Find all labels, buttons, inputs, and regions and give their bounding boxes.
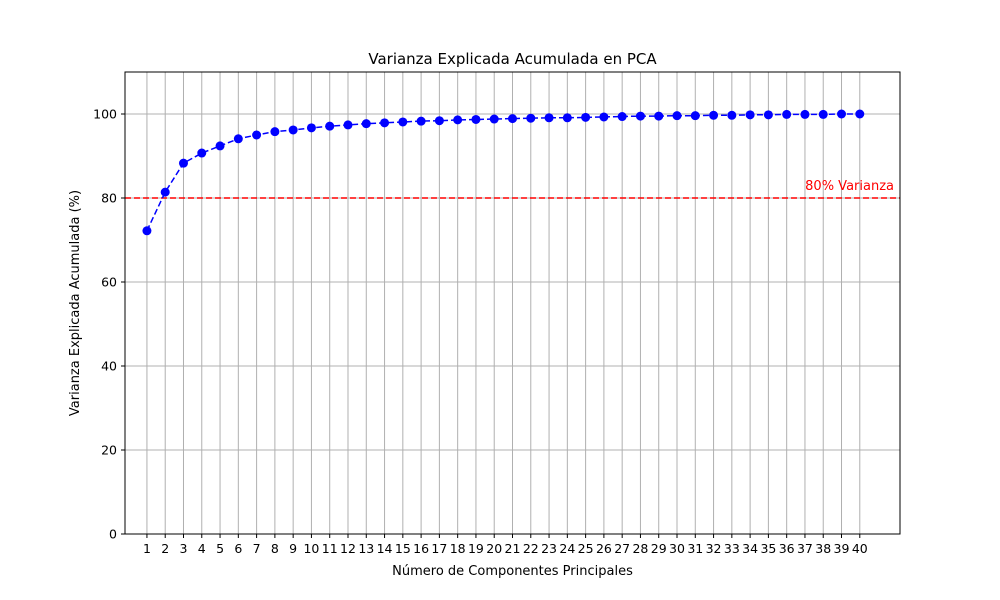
x-tick-label: 10 bbox=[303, 541, 319, 556]
data-point bbox=[160, 187, 170, 197]
x-tick-label: 22 bbox=[523, 541, 539, 556]
y-axis-ticks: 0 20 40 60 80 100 bbox=[93, 107, 125, 542]
x-tick-label: 30 bbox=[669, 541, 685, 556]
x-tick-label: 26 bbox=[596, 541, 612, 556]
data-point bbox=[361, 119, 371, 129]
data-point bbox=[306, 123, 316, 133]
data-point bbox=[398, 117, 408, 127]
data-point bbox=[617, 112, 627, 122]
x-tick-label: 37 bbox=[797, 541, 813, 556]
data-point bbox=[544, 113, 554, 123]
data-point bbox=[471, 114, 481, 124]
data-point bbox=[197, 148, 207, 158]
data-point bbox=[508, 114, 517, 124]
x-tick-label: 5 bbox=[216, 541, 224, 556]
x-tick-label: 19 bbox=[468, 541, 484, 556]
data-point bbox=[252, 130, 262, 140]
data-point bbox=[380, 118, 390, 128]
x-tick-label: 29 bbox=[651, 541, 667, 556]
data-point bbox=[709, 110, 719, 120]
x-tick-label: 6 bbox=[234, 541, 242, 556]
x-tick-label: 31 bbox=[687, 541, 703, 556]
data-point bbox=[654, 111, 664, 121]
x-tick-label: 9 bbox=[289, 541, 297, 556]
x-tick-label: 16 bbox=[413, 541, 429, 556]
x-axis-label: Número de Componentes Principales bbox=[392, 564, 633, 579]
y-tick-label: 20 bbox=[101, 443, 117, 458]
x-tick-label: 36 bbox=[779, 541, 795, 556]
reference-line-group: 80% Varianza bbox=[125, 179, 900, 199]
data-point bbox=[215, 141, 225, 151]
x-tick-label: 15 bbox=[395, 541, 411, 556]
data-point bbox=[562, 113, 572, 123]
x-tick-label: 28 bbox=[632, 541, 648, 556]
x-tick-label: 12 bbox=[340, 541, 356, 556]
y-tick-label: 40 bbox=[101, 359, 117, 374]
data-point bbox=[581, 112, 591, 122]
data-point bbox=[599, 112, 609, 122]
x-tick-label: 32 bbox=[706, 541, 722, 556]
x-tick-label: 23 bbox=[541, 541, 557, 556]
y-axis-label: Varianza Explicada Acumulada (%) bbox=[68, 190, 83, 416]
y-tick-label: 60 bbox=[101, 275, 117, 290]
series-group bbox=[142, 109, 865, 236]
data-point bbox=[727, 110, 737, 120]
grid bbox=[125, 72, 900, 535]
data-point bbox=[690, 111, 700, 121]
data-point bbox=[434, 116, 444, 126]
data-point bbox=[782, 109, 792, 119]
data-point bbox=[233, 134, 243, 144]
x-tick-label: 3 bbox=[180, 541, 188, 556]
x-tick-label: 38 bbox=[815, 541, 831, 556]
data-point bbox=[526, 113, 536, 123]
y-tick-label: 100 bbox=[93, 107, 117, 122]
data-point bbox=[453, 115, 463, 125]
x-tick-label: 8 bbox=[271, 541, 279, 556]
data-point bbox=[800, 109, 810, 119]
data-point bbox=[325, 121, 335, 131]
x-tick-label: 7 bbox=[253, 541, 261, 556]
data-point bbox=[855, 109, 865, 119]
x-tick-label: 25 bbox=[578, 541, 594, 556]
reference-line-label: 80% Varianza bbox=[805, 179, 894, 194]
data-point bbox=[672, 111, 682, 121]
x-tick-label: 11 bbox=[322, 541, 338, 556]
x-tick-label: 35 bbox=[760, 541, 776, 556]
x-tick-label: 33 bbox=[724, 541, 740, 556]
data-point bbox=[763, 110, 773, 120]
data-point bbox=[270, 127, 280, 137]
data-point bbox=[635, 111, 645, 121]
data-point bbox=[178, 158, 188, 168]
x-tick-label: 24 bbox=[559, 541, 575, 556]
data-point bbox=[489, 114, 499, 124]
x-tick-label: 14 bbox=[377, 541, 393, 556]
series-line bbox=[146, 113, 860, 232]
x-tick-label: 17 bbox=[431, 541, 447, 556]
data-point bbox=[745, 110, 755, 120]
y-tick-label: 0 bbox=[109, 527, 117, 542]
chart-title: Varianza Explicada Acumulada en PCA bbox=[368, 50, 657, 68]
x-tick-label: 2 bbox=[161, 541, 169, 556]
x-tick-label: 21 bbox=[505, 541, 521, 556]
x-tick-label: 40 bbox=[852, 541, 868, 556]
x-tick-label: 1 bbox=[143, 541, 151, 556]
x-tick-label: 4 bbox=[198, 541, 206, 556]
x-tick-label: 27 bbox=[614, 541, 630, 556]
data-point bbox=[818, 109, 828, 119]
x-tick-label: 39 bbox=[834, 541, 850, 556]
x-tick-label: 20 bbox=[486, 541, 502, 556]
data-point bbox=[416, 116, 426, 126]
data-point bbox=[837, 109, 847, 119]
x-tick-label: 13 bbox=[358, 541, 374, 556]
x-tick-label: 18 bbox=[450, 541, 466, 556]
x-axis-ticks: 1 2 3 4 5 6 7 8 9 10 11 12 13 14 15 16 17 18 19 20 21 22 23 24 2… bbox=[143, 534, 868, 556]
x-tick-label: 34 bbox=[742, 541, 758, 556]
data-point bbox=[142, 226, 152, 236]
data-point bbox=[343, 120, 353, 130]
y-tick-label: 80 bbox=[101, 191, 117, 206]
data-point bbox=[288, 125, 298, 135]
